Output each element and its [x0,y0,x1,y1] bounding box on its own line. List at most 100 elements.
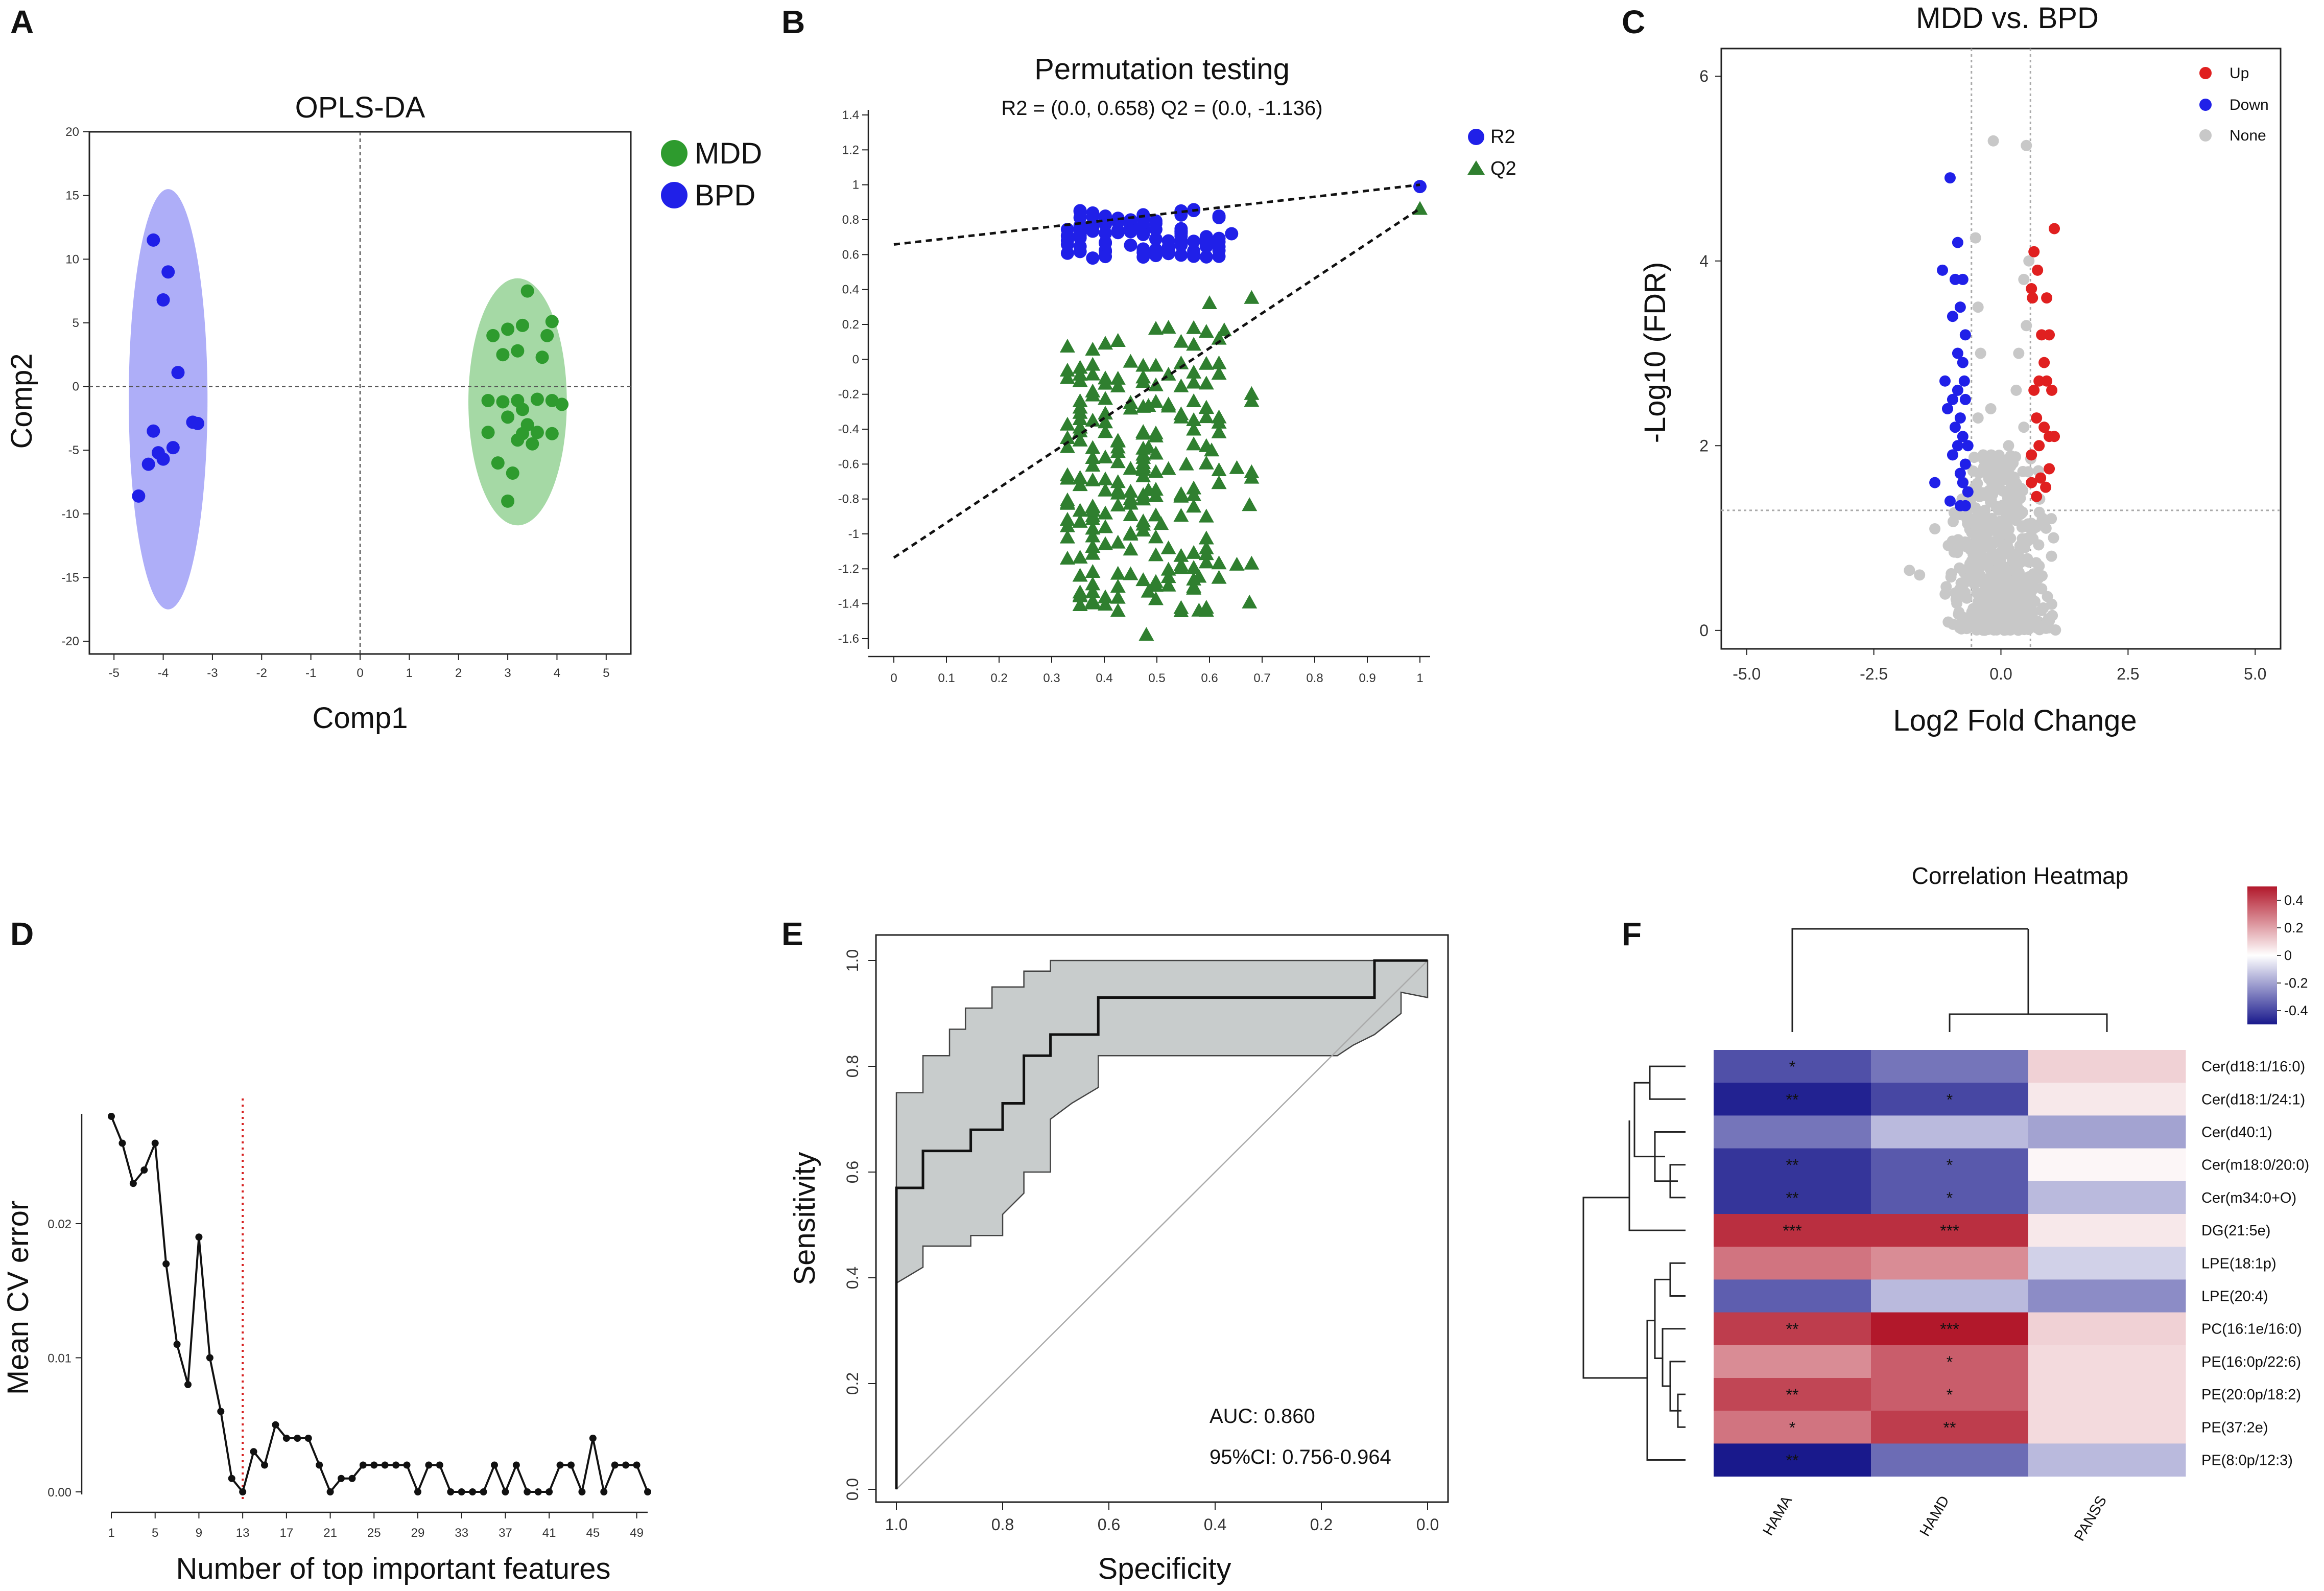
q2-permutation-point [1110,590,1126,604]
significance-marker: * [1947,1189,1953,1207]
up-point [2035,472,2047,484]
cv-error-point [272,1421,279,1429]
none-point [2033,539,2045,551]
significance-marker: ** [1786,1090,1799,1109]
none-point [2013,492,2025,503]
q2-permutation-point [1123,566,1139,580]
q2-permutation-point [1198,324,1214,338]
x-tick-label: 1 [1416,671,1423,685]
none-point [1993,533,2005,545]
q2-permutation-point [1186,422,1202,436]
up-point [2031,490,2043,502]
none-point [1942,540,1954,551]
heatmap-cell [1871,1083,2029,1116]
none-point [1998,471,2009,483]
point-mdd [501,410,515,424]
colorbar-tick-label: 0.4 [2284,893,2304,908]
significance-marker: ** [1786,1320,1799,1339]
q2-permutation-point [1173,378,1189,392]
point-mdd [555,397,569,411]
down-point [1957,357,1969,368]
point-mdd [481,426,495,439]
up-point [2041,292,2053,304]
point-bpd [147,424,160,438]
heatmap-row-label: PE(16:0p/22:6) [2201,1354,2301,1370]
heatmap-cell [1871,1411,2029,1444]
q2-permutation-point [1242,497,1258,511]
point-bpd [161,265,175,279]
cv-error-point [316,1461,323,1469]
cv-error-point [436,1461,443,1469]
q2-permutation-point [1173,548,1189,562]
q2-permutation-point [1244,393,1260,407]
q2-permutation-point [1211,366,1227,380]
q2-permutation-point [1242,594,1258,609]
none-point [1994,581,2005,593]
q2-permutation-point [1148,426,1164,440]
q2-permutation-point [1148,321,1164,335]
up-point [2036,329,2048,341]
q2-permutation-point [1244,386,1260,400]
y-tick-label: 1 [852,178,859,192]
up-point [2026,283,2037,294]
q2-permutation-point [1059,529,1075,544]
x-tick-label: 0.5 [1148,671,1165,685]
heatmap-cell [2028,1345,2186,1378]
down-point [1937,264,1949,276]
none-point [1962,563,1974,575]
q2-permutation-point [1198,356,1214,370]
q2-permutation-point [1148,574,1164,588]
none-point [1995,501,2006,513]
r2-permutation-point [1149,232,1163,246]
cv-error-point [326,1488,334,1495]
point-mdd [511,344,525,358]
heatmap-row-label: Cer(d18:1/16:0) [2201,1059,2305,1075]
heatmap-cell [1871,1443,2029,1477]
panel-a-ylabel: Comp2 [5,354,38,449]
q2-permutation-point [1072,597,1088,611]
cv-error-point [491,1461,498,1469]
none-point [2023,556,2034,568]
heatmap-cell [1871,1345,2029,1378]
none-point [2048,532,2059,544]
x-tick-label: -4 [158,666,169,680]
r2-permutation-point [1099,213,1112,226]
cv-error-point [381,1461,389,1469]
q2-permutation-point [1135,572,1151,587]
r2-permutation-point [1086,221,1100,235]
down-point [1962,440,1974,452]
q2-permutation-point [1059,362,1075,377]
point-mdd [501,322,515,336]
r2-permutation-point [1073,227,1087,241]
q2-permutation-point [1110,578,1126,593]
up-point [2040,481,2052,493]
q2-permutation-point [1186,320,1202,334]
r2-permutation-point [1073,211,1087,225]
heatmap-cell [2028,1312,2186,1346]
q2-permutation-point [1085,564,1101,578]
x-tick-label: -5.0 [1733,665,1761,683]
panel-e-ylabel: Sensitivity [788,1152,821,1285]
legend-mdd-marker [661,140,687,167]
none-point [2003,524,2015,535]
heatmap-row-label: LPE(18:1p) [2201,1255,2276,1272]
heatmap-cell [1871,1247,2029,1280]
heatmap-cell [1871,1312,2029,1346]
q2-permutation-point [1173,508,1189,522]
q2-permutation-point [1135,459,1151,474]
heatmap-column-label: HAMD [1917,1493,1953,1539]
heatmap-cell [2028,1279,2186,1313]
heatmap-cell [2028,1050,2186,1083]
q2-permutation-point [1198,508,1214,523]
panel-label-d: D [10,916,34,952]
q2-permutation-point [1198,546,1214,560]
q2-permutation-point [1098,449,1113,463]
heatmap-cell [2028,1443,2186,1477]
none-point [1994,550,2006,562]
r2-permutation-point [1174,204,1188,218]
significance-marker: *** [1940,1222,1959,1240]
y-tick-label: 0.4 [842,283,859,297]
y-tick-label: -15 [61,571,79,584]
colorbar-tick-label: -0.4 [2284,1003,2308,1018]
